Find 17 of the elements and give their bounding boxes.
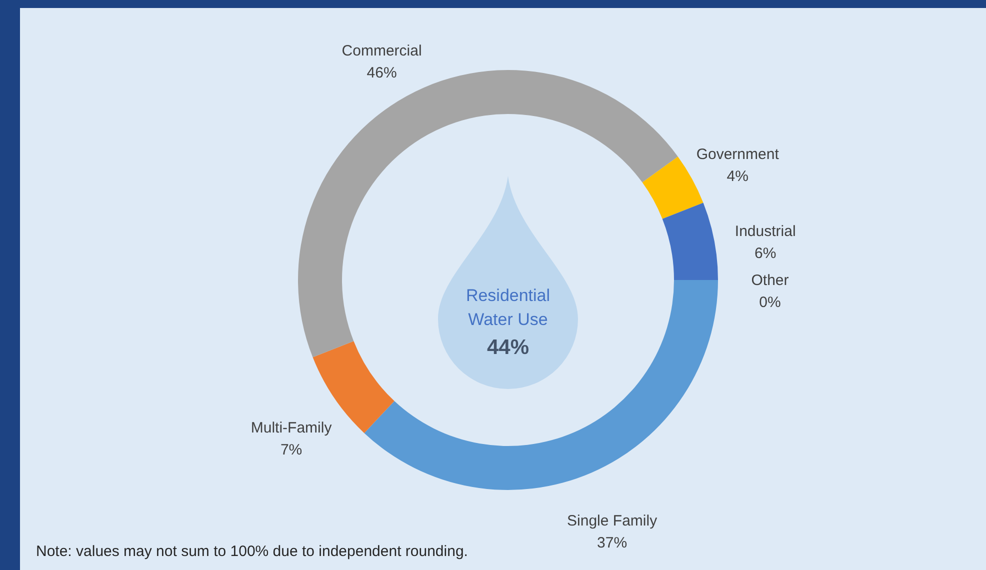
- text: 0%: [759, 294, 781, 311]
- data-label: 7%: [280, 441, 302, 458]
- data-label: 6%: [754, 244, 776, 262]
- text: Residential Water Use: [466, 286, 550, 329]
- data-label: 37%: [597, 534, 628, 552]
- text: 44%: [486, 336, 530, 360]
- donut-slice: [364, 280, 718, 490]
- text: Note: values may not sum to 100% due to independent rounding.: [36, 543, 468, 560]
- data-label: 46%: [366, 64, 397, 82]
- slice-label: Commercial: [342, 42, 422, 60]
- donut-slice: [662, 202, 718, 280]
- slice-label: Multi-Family: [250, 419, 332, 436]
- slice-label: Single Family: [567, 512, 658, 530]
- category-label: Other: [751, 272, 789, 289]
- slice-label: Industrial: [734, 222, 796, 240]
- slice-label: Government: [696, 146, 780, 163]
- data-label: 4%: [726, 168, 748, 185]
